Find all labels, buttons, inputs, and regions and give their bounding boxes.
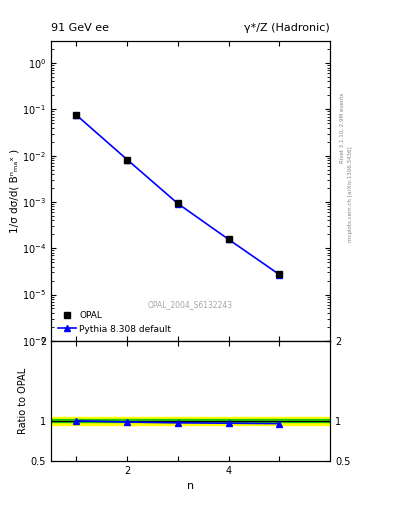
Y-axis label: 1/σ dσ/d( Bⁿₘₐˣ ): 1/σ dσ/d( Bⁿₘₐˣ )	[9, 149, 19, 233]
Text: OPAL_2004_S6132243: OPAL_2004_S6132243	[148, 301, 233, 309]
Bar	[51, 417, 330, 425]
Text: mcplots.cern.ch [arXiv:1306.3436]: mcplots.cern.ch [arXiv:1306.3436]	[348, 147, 353, 242]
Text: γ*/Z (Hadronic): γ*/Z (Hadronic)	[244, 23, 330, 33]
Legend: OPAL, Pythia 8.308 default: OPAL, Pythia 8.308 default	[55, 308, 174, 336]
Text: 91 GeV ee: 91 GeV ee	[51, 23, 109, 33]
X-axis label: n: n	[187, 481, 194, 491]
Bar	[51, 419, 330, 422]
Y-axis label: Ratio to OPAL: Ratio to OPAL	[18, 368, 28, 434]
Text: Rivet 3.1.10, 2.9M events: Rivet 3.1.10, 2.9M events	[340, 93, 345, 163]
